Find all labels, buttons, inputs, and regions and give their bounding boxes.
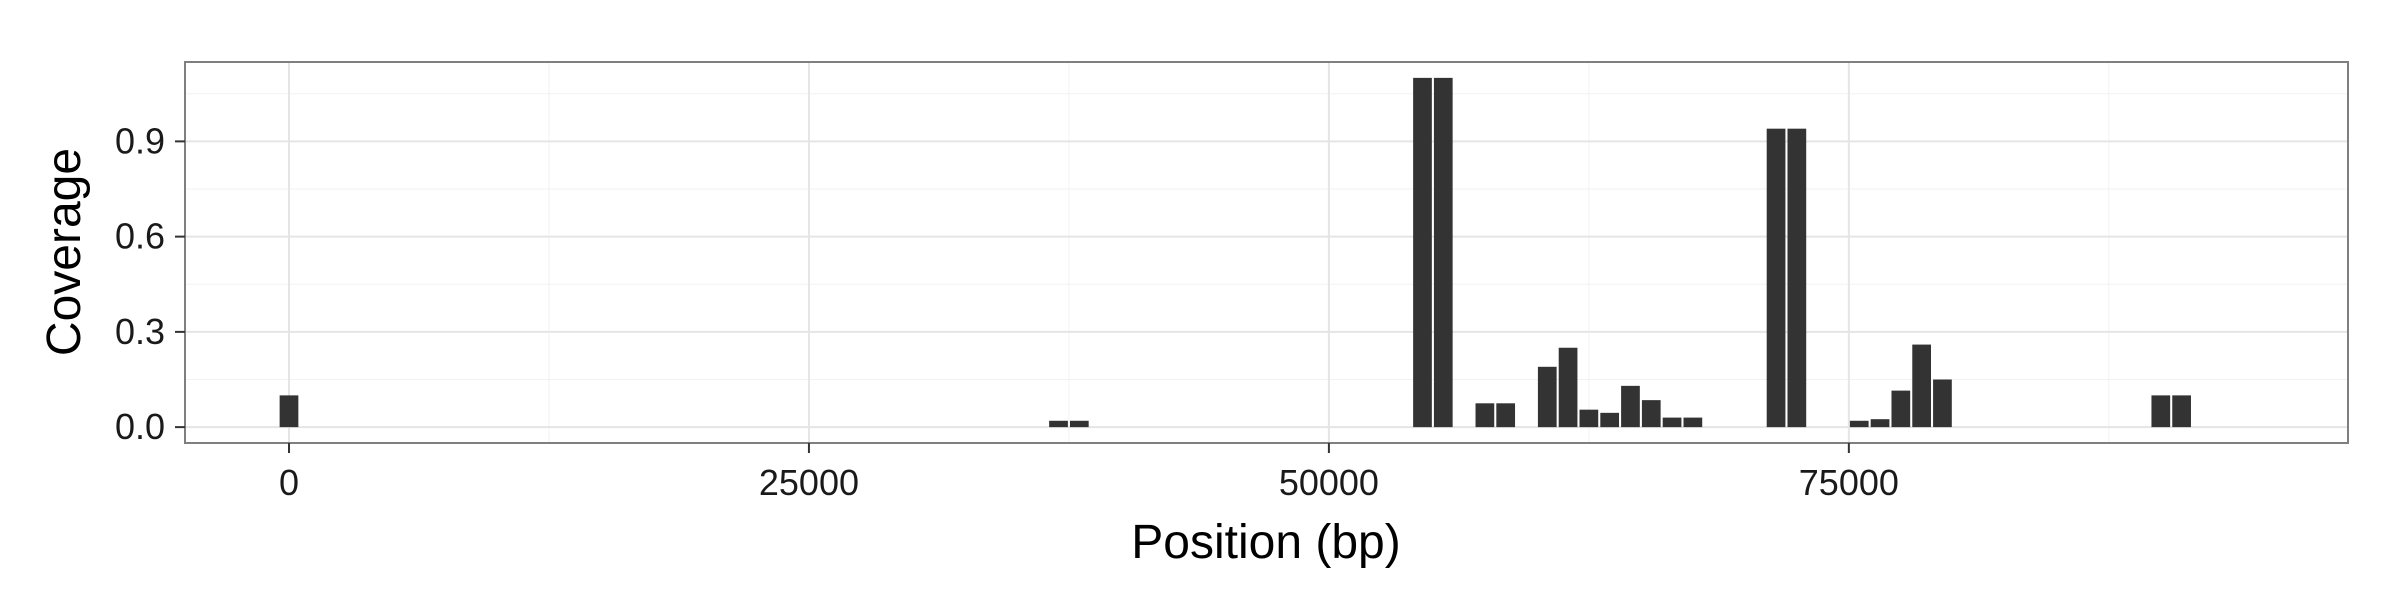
bar [1433,77,1453,428]
plot-border [184,61,2349,444]
bar [279,395,299,428]
bar [1766,128,1786,428]
bar [1496,403,1516,428]
x-tick-label: 50000 [1279,462,1379,503]
bar [1069,420,1089,428]
x-tick-label: 0 [279,462,299,503]
y-tick-label: 0.3 [115,311,165,352]
bar-series [279,77,2191,428]
bar [1475,403,1495,428]
x-tick-label: 25000 [759,462,859,503]
x-tick-label: 75000 [1799,462,1899,503]
bar [1558,347,1578,428]
plot-panel [185,62,2348,443]
x-axis: 0 25000 50000 75000 [279,443,1899,503]
bar [1600,412,1620,428]
bar [1912,344,1931,428]
bar [2172,395,2191,428]
y-tick-label: 0.9 [115,120,165,161]
bar [1413,77,1432,428]
y-tick-label: 0.0 [115,406,165,447]
bar [1662,417,1682,428]
y-tick-label: 0.6 [115,216,165,257]
bar [1870,419,1890,428]
bar [2151,395,2171,428]
bar [1849,420,1869,428]
bar [1787,128,1807,428]
y-axis: 0.0 0.3 0.6 0.9 [115,120,185,447]
bar [1891,390,1911,428]
bar [1683,417,1703,428]
bar [1621,385,1640,428]
y-axis-title: Coverage [38,148,91,356]
bar [1579,409,1599,428]
bar [1933,379,1952,428]
minor-gridlines [185,62,2348,443]
x-axis-title: Position (bp) [1131,516,1400,569]
major-gridlines [185,62,2348,443]
bar [1641,400,1661,428]
bar [1049,420,1068,428]
bar [1537,366,1557,428]
